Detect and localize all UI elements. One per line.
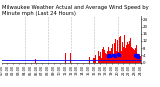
Point — [109, 56, 111, 57]
Point — [112, 54, 114, 55]
Point — [108, 55, 110, 56]
Point — [137, 57, 139, 58]
Point — [116, 53, 119, 54]
Point — [135, 56, 137, 57]
Point — [134, 55, 136, 56]
Point — [113, 56, 116, 57]
Point — [136, 55, 138, 56]
Point — [107, 56, 109, 57]
Point — [112, 55, 115, 56]
Text: Milwaukee Weather Actual and Average Wind Speed by Minute mph (Last 24 Hours): Milwaukee Weather Actual and Average Win… — [2, 5, 148, 16]
Point — [117, 54, 120, 55]
